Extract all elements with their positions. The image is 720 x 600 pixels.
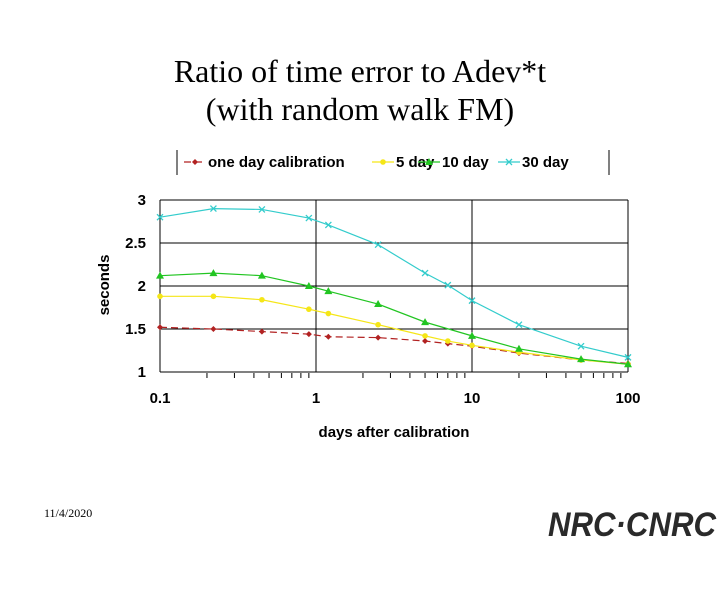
data-point [257,271,266,279]
chart-grid [159,199,629,373]
series-line [159,272,629,365]
data-point [157,324,163,331]
nrc-cnrc-logo-text: NRC·CNRC [548,506,716,540]
data-point-stroke [505,158,513,166]
data-point [304,282,313,289]
data-point-stroke [324,221,332,229]
data-point-stroke [156,213,164,221]
data-point [305,331,312,338]
chart-axes: 11.522.530.1 1 10 100 [125,192,640,407]
data-point [468,331,476,339]
data-point-stroke [209,205,217,213]
x-axis-label: days after calibration [319,424,470,441]
legend-label: 5 day [396,154,435,171]
data-point [469,342,475,349]
series-3 [156,205,632,361]
data-point [305,214,313,222]
data-point [258,328,265,335]
y-tick-label: 2.5 [125,235,146,252]
data-point-stroke [444,281,452,289]
data-point [156,271,164,279]
data-point-stroke [374,241,382,249]
x-tick-label: 10 [464,390,481,407]
x-tick-label: 0.1 [150,390,171,407]
series-2 [156,269,632,368]
data-point-stroke [305,214,313,222]
y-tick-label: 1.5 [125,321,146,338]
data-point [421,269,429,277]
chart-title-line-1: Ratio of time error to Adev*t [173,53,547,89]
slide-date: 11/4/2020 [44,506,93,520]
data-point [514,344,523,352]
data-point-stroke [577,342,585,350]
data-point-stroke [468,297,476,305]
legend-label: 30 day [522,154,569,171]
chart-series [156,205,632,368]
chart-title-line-2: (with random walk FM) [205,91,515,127]
data-point-stroke [515,321,523,329]
y-axis-label: seconds [96,255,113,316]
data-point [515,321,523,329]
series-line [159,207,629,358]
data-point [324,287,333,295]
data-point [209,269,218,277]
data-point-stroke [258,206,266,213]
data-point [192,159,198,165]
data-point [624,360,632,368]
data-point [209,205,217,213]
y-tick-label: 3 [138,192,146,209]
legend-item: one day calibration [184,154,345,171]
data-point [210,293,217,300]
data-point-stroke [421,269,429,277]
data-point [444,281,452,289]
data-point [375,321,381,328]
x-tick-label: 100 [615,390,640,407]
y-tick-label: 2 [138,278,146,295]
data-point [425,158,433,165]
legend-item: 5 day [372,154,435,171]
data-point [577,342,585,350]
chart-title: Ratio of time error to Adev*t (with rand… [0,52,720,128]
series-0 [157,324,631,367]
data-point [422,333,428,339]
data-point [157,293,163,300]
data-point [259,296,265,303]
data-point [306,306,312,313]
data-point [156,213,164,221]
data-point [624,353,632,361]
data-point [325,333,332,340]
data-point [374,241,382,249]
data-point [468,297,476,305]
data-point [445,338,451,344]
data-point [421,318,430,326]
y-tick-label: 1 [138,364,146,381]
data-point [577,355,586,363]
legend-label: one day calibration [208,154,345,171]
x-tick-label: 1 [312,390,320,407]
data-point [324,221,332,229]
data-point [422,338,429,345]
series-line [160,295,629,365]
data-point [258,206,266,213]
data-point-stroke [624,353,632,361]
data-point [505,158,513,166]
chart-legend: one day calibration 5 day 10 day 30 day [176,150,610,175]
data-point [210,326,217,332]
data-point [325,310,332,317]
data-point [375,334,382,341]
line-chart: one day calibration 5 day 10 day 30 day 1 1.… [96,150,641,441]
legend-label: 10 day [442,154,489,171]
data-point [380,159,386,165]
nrc-cnrc-logo: NRC·CNRC [548,506,716,540]
legend-item: 30 day [498,154,569,171]
legend-item: 10 day [418,154,489,171]
data-point [374,300,383,308]
series-line [159,326,629,364]
